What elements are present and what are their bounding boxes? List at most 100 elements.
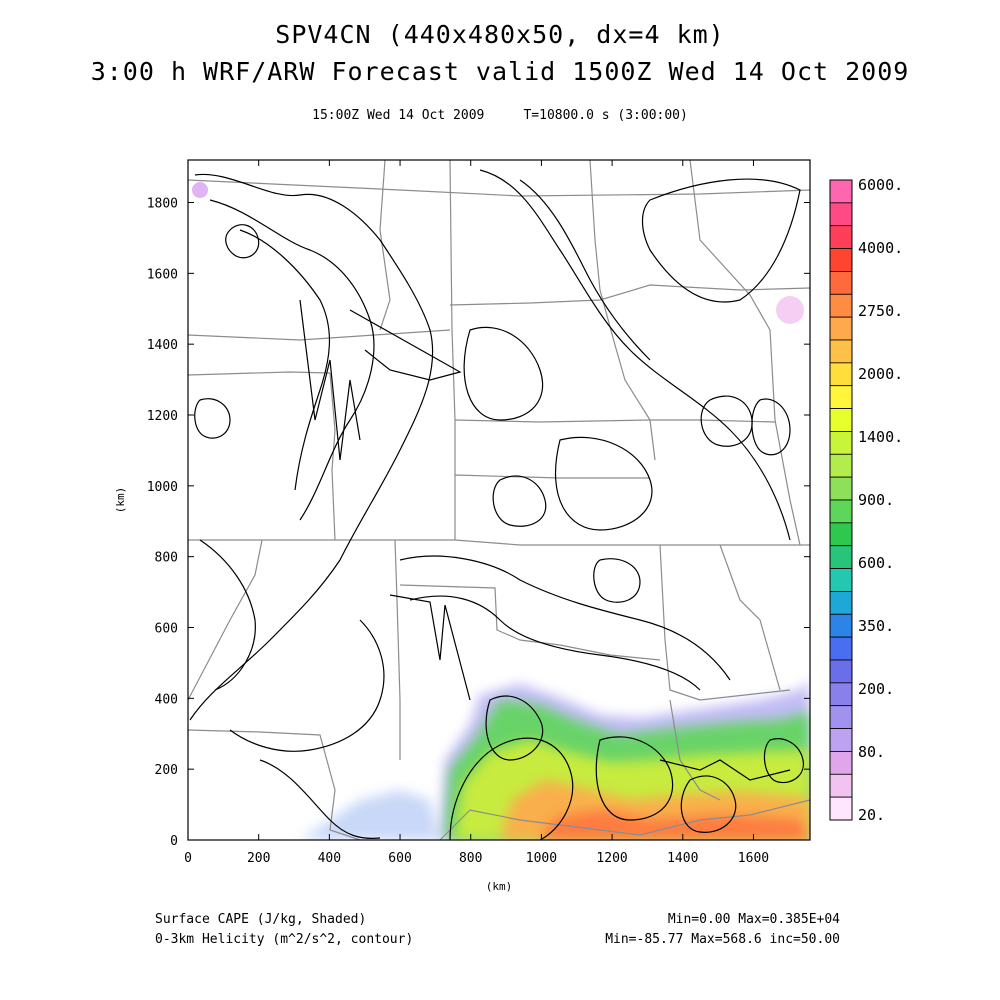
- colorbar-swatch: [829, 522, 853, 547]
- x-tick-label: 1000: [526, 851, 557, 866]
- colorbar-swatch: [829, 408, 853, 432]
- border-line: [454, 474, 650, 479]
- y-tick-label: 400: [155, 692, 178, 707]
- contour-line: [492, 475, 547, 527]
- cape-corner-patch: [192, 182, 208, 198]
- contour-line: [239, 229, 330, 491]
- border-line: [379, 160, 391, 331]
- contour-line: [449, 737, 574, 840]
- cape-shading: [192, 182, 810, 840]
- colorbar-swatch: [829, 568, 853, 592]
- contour-line: [409, 595, 701, 691]
- contour-line: [299, 299, 361, 461]
- colorbar-label: 600.: [858, 554, 894, 572]
- colorbar-label: 4000.: [858, 239, 903, 257]
- cape-north-patch: [776, 296, 804, 324]
- cape-colorbar: 6000. 4000. 2750. 2000. 1400. 900. 600. 350. 200…: [829, 176, 903, 824]
- contour-line: [209, 199, 375, 521]
- border-line: [719, 544, 781, 691]
- footer-helicity-minmax: Min=-85.77 Max=568.6 inc=50.00: [605, 932, 840, 947]
- border-line: [449, 160, 456, 540]
- footer-cape-minmax: Min=0.00 Max=0.385E+04: [667, 912, 840, 927]
- colorbar-swatch: [829, 453, 853, 478]
- footer-shaded-field: Surface CAPE (J/kg, Shaded): [155, 912, 367, 927]
- x-tick-label: 200: [247, 851, 270, 866]
- colorbar-label: 20.: [858, 806, 885, 824]
- border-line: [689, 160, 801, 546]
- contour-line: [519, 179, 651, 361]
- helicity-contours: [189, 169, 804, 840]
- border-line: [449, 284, 810, 306]
- colorbar-swatch: [829, 636, 853, 661]
- border-line: [188, 539, 810, 546]
- colorbar-swatch: [829, 591, 853, 615]
- contour-line: [751, 398, 791, 456]
- contour-line: [225, 224, 260, 259]
- y-tick-label: 0: [170, 834, 178, 849]
- colorbar-swatch: [829, 751, 853, 775]
- contour-line: [349, 309, 462, 381]
- contour-line: [555, 436, 653, 531]
- contour-line: [641, 178, 801, 303]
- y-tick-label: 1000: [147, 480, 178, 495]
- colorbar-swatch: [829, 293, 853, 318]
- border-line: [188, 371, 331, 376]
- colorbar-swatch: [829, 362, 853, 387]
- x-axis: 0 200 400 600 800 1000 1200 1400 1600: [184, 160, 769, 866]
- y-axis: 0 200 400 600 800 1000 1200 1400 1600 1800: [147, 197, 810, 849]
- colorbar-label: 2000.: [858, 365, 903, 383]
- contour-line: [485, 695, 544, 761]
- colorbar-swatch: [829, 225, 853, 249]
- border-line: [669, 699, 721, 801]
- border-line: [399, 584, 661, 661]
- x-tick-label: 1200: [596, 851, 627, 866]
- colorbar-swatch: [829, 248, 853, 272]
- colorbar-swatch: [829, 773, 853, 798]
- contour-line: [680, 775, 737, 833]
- colorbar-frame: [829, 179, 853, 821]
- border-line: [394, 539, 401, 760]
- colorbar-swatch: [829, 682, 853, 707]
- colorbar-swatch: [829, 179, 853, 204]
- x-tick-label: 800: [459, 851, 482, 866]
- border-line: [188, 179, 810, 197]
- colorbar-label: 200.: [858, 680, 894, 698]
- contour-line: [399, 555, 731, 681]
- cape-red-shading: [540, 810, 810, 840]
- y-tick-label: 800: [155, 551, 178, 566]
- colorbar-label: 350.: [858, 617, 894, 635]
- colorbar-swatch: [829, 385, 853, 409]
- x-tick-label: 1400: [667, 851, 698, 866]
- contour-line: [229, 619, 385, 752]
- colorbar-label: 6000.: [858, 176, 903, 194]
- colorbar-swatch: [829, 476, 853, 501]
- contour-line: [194, 398, 231, 439]
- y-tick-label: 200: [155, 763, 178, 778]
- border-line: [188, 329, 451, 341]
- contour-line: [389, 594, 471, 701]
- contour-line: [700, 395, 753, 447]
- colorbar-label: 80.: [858, 743, 885, 761]
- x-axis-label: (km): [486, 880, 513, 893]
- colorbar-swatch: [829, 271, 853, 295]
- colorbar-swatch: [829, 728, 853, 752]
- x-tick-label: 1600: [738, 851, 769, 866]
- colorbar-swatch: [829, 796, 853, 821]
- y-axis-label: (km): [114, 487, 127, 514]
- title-line-1: SPV4CN (440x480x50, dx=4 km): [275, 20, 725, 49]
- colorbar-swatch: [829, 659, 853, 684]
- title-line-2: 3:00 h WRF/ARW Forecast valid 1500Z Wed …: [90, 57, 910, 86]
- y-tick-label: 1200: [147, 409, 178, 424]
- contour-line: [259, 759, 381, 840]
- colorbar-swatch: [829, 202, 853, 227]
- state-boundaries: [188, 160, 810, 840]
- footer-contour-field: 0-3km Helicity (m^2/s^2, contour): [155, 932, 414, 947]
- border-line: [188, 539, 263, 701]
- border-line: [454, 419, 776, 423]
- x-tick-label: 400: [318, 851, 341, 866]
- y-tick-label: 600: [155, 622, 178, 637]
- colorbar-swatch: [829, 613, 853, 638]
- contour-line: [595, 736, 674, 821]
